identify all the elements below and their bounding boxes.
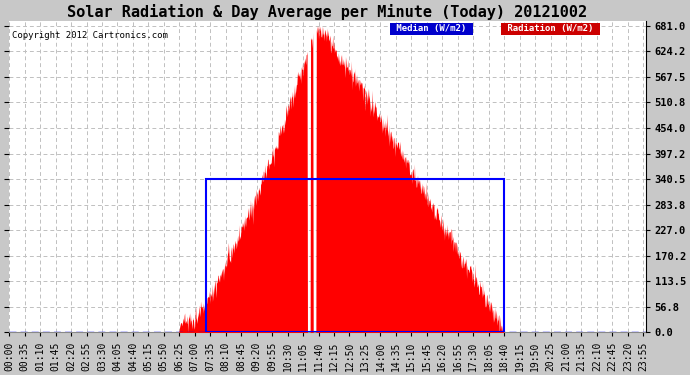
Text: Median (W/m2): Median (W/m2) [391, 24, 472, 33]
Text: Copyright 2012 Cartronics.com: Copyright 2012 Cartronics.com [12, 31, 168, 40]
Bar [206, 179, 504, 332]
Text: Radiation (W/m2): Radiation (W/m2) [502, 24, 599, 33]
Title: Solar Radiation & Day Average per Minute (Today) 20121002: Solar Radiation & Day Average per Minute… [68, 4, 587, 20]
